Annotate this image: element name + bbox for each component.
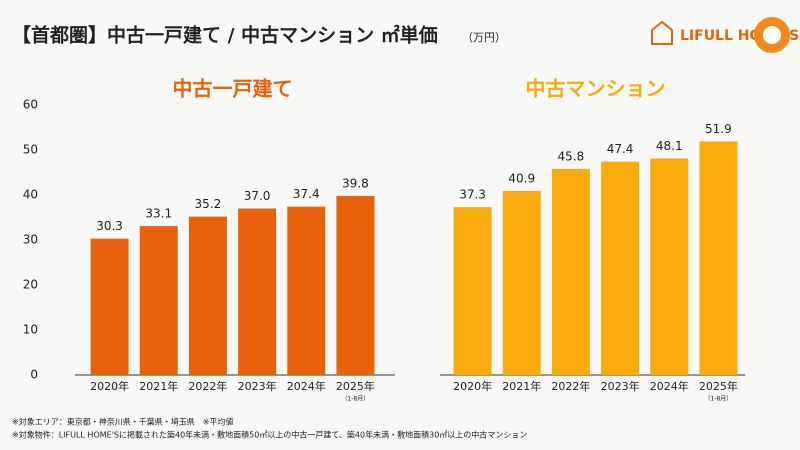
value-label: 40.9: [508, 171, 535, 185]
y-tick-label: 10: [23, 323, 38, 337]
unit-label: （万円）: [462, 31, 506, 44]
bar: [601, 161, 640, 375]
panel-title: 中古一戸建て: [173, 77, 293, 101]
value-label: 37.3: [459, 188, 486, 202]
x-tick-label: 2024年: [287, 379, 326, 393]
bar: [336, 195, 375, 375]
bar: [238, 208, 277, 375]
footnote: ※対象エリア：東京都・神奈川県・千葉県・埼玉県 ※平均値: [12, 417, 233, 427]
x-tick-label: 2021年: [502, 379, 541, 393]
x-tick-label: 2025年: [336, 379, 375, 393]
bar: [650, 158, 689, 375]
bar: [139, 226, 178, 375]
x-tick-label: 2021年: [139, 379, 178, 393]
x-tick-note: （1-8月）: [705, 396, 733, 403]
y-tick-label: 40: [23, 188, 38, 202]
bar: [551, 168, 590, 375]
x-tick-label: 2022年: [551, 379, 590, 393]
footnote: ※対象物件：LIFULL HOME'Sに掲載された築40年未満・敷地面積50㎡以…: [12, 430, 527, 440]
page-title: 【首都圏】中古一戸建て / 中古マンション ㎡単価: [12, 24, 438, 47]
y-tick-label: 20: [23, 278, 38, 292]
logo-mascot-face: [763, 26, 781, 44]
value-label: 37.4: [293, 187, 320, 201]
y-tick-label: 0: [30, 368, 38, 382]
value-label: 48.1: [656, 139, 683, 153]
bar: [188, 216, 227, 375]
value-label: 30.3: [96, 219, 123, 233]
x-tick-label: 2025年: [699, 379, 738, 393]
panel-title: 中古マンション: [526, 77, 666, 101]
x-tick-label: 2020年: [90, 379, 129, 393]
y-tick-label: 30: [23, 233, 38, 247]
value-label: 35.2: [195, 197, 222, 211]
bar: [502, 190, 541, 375]
x-tick-label: 2022年: [188, 379, 227, 393]
x-tick-label: 2020年: [453, 379, 492, 393]
logo-icon: [651, 20, 673, 45]
value-label: 33.1: [145, 207, 172, 221]
value-label: 51.9: [705, 122, 732, 136]
value-label: 47.4: [607, 142, 634, 156]
value-label: 45.8: [558, 149, 585, 163]
x-tick-label: 2023年: [601, 379, 640, 393]
y-tick-label: 60: [23, 98, 38, 112]
bar: [699, 141, 738, 375]
x-tick-label: 2023年: [238, 379, 277, 393]
bar: [287, 206, 326, 375]
bar: [90, 238, 129, 375]
x-tick-label: 2024年: [650, 379, 689, 393]
bar: [453, 207, 492, 375]
value-label: 37.0: [244, 189, 271, 203]
y-tick-label: 50: [23, 143, 38, 157]
x-tick-note: （1-8月）: [342, 396, 370, 403]
value-label: 39.8: [342, 176, 369, 190]
